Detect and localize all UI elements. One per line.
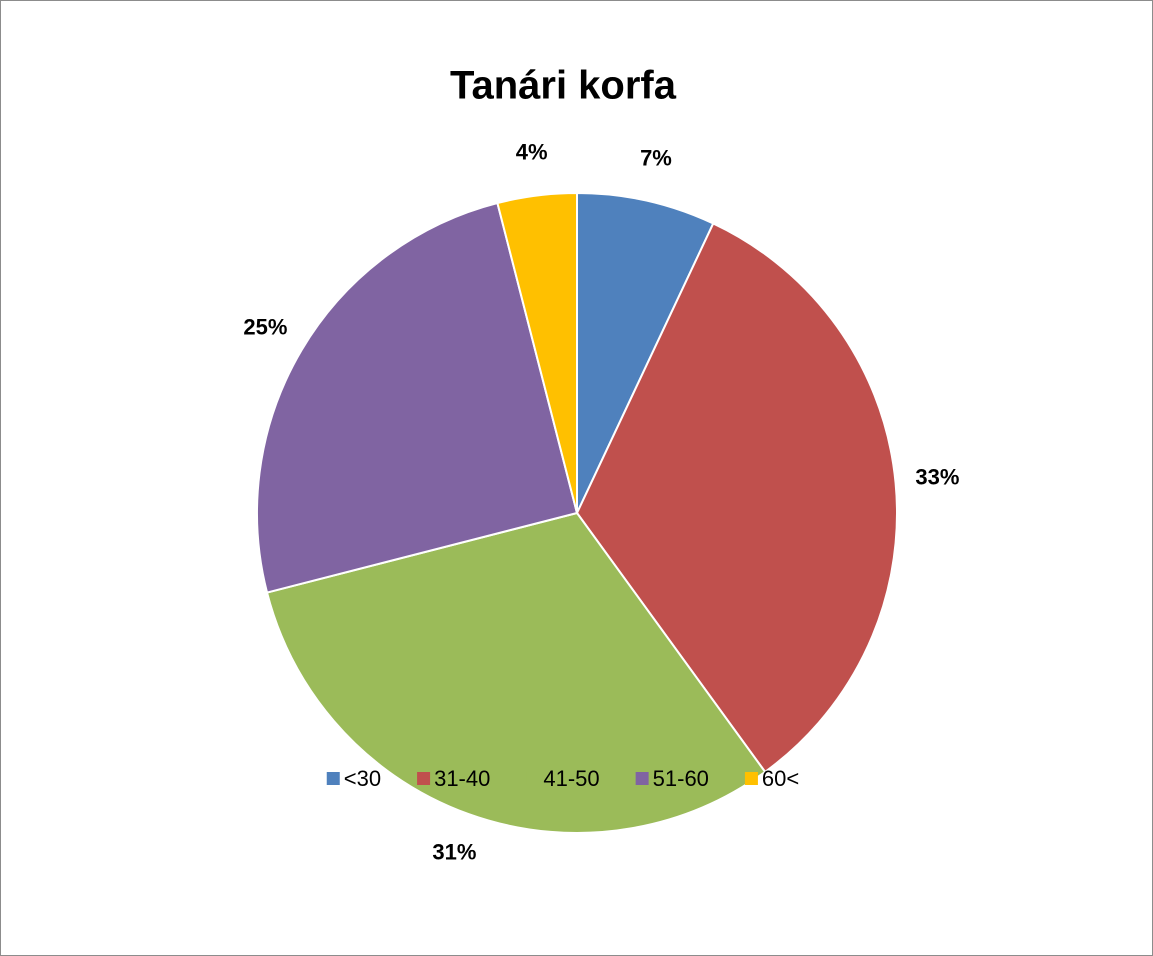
- legend-swatch: [417, 772, 431, 785]
- pie-slice: [576, 191, 715, 514]
- pie-slice: [496, 191, 578, 514]
- pie-slice: [256, 201, 579, 594]
- chart-title: Tanári korfa: [450, 64, 677, 108]
- pie-slice: [575, 222, 898, 774]
- legend-label: 60<: [762, 766, 799, 791]
- data-label: 31%: [432, 839, 476, 864]
- data-label: 7%: [640, 146, 672, 171]
- legend-label: 31-40: [434, 766, 490, 791]
- legend-label: 41-50: [543, 766, 599, 791]
- legend-swatch: [526, 772, 540, 785]
- legend-swatch: [744, 772, 758, 785]
- legend-label: <30: [344, 766, 381, 791]
- pie-slice: [265, 511, 767, 834]
- data-label: 33%: [915, 465, 959, 490]
- legend-label: 51-60: [653, 766, 709, 791]
- data-label: 4%: [516, 140, 548, 165]
- legend-swatch: [326, 772, 340, 785]
- data-label: 25%: [243, 315, 287, 340]
- legend-swatch: [635, 772, 649, 785]
